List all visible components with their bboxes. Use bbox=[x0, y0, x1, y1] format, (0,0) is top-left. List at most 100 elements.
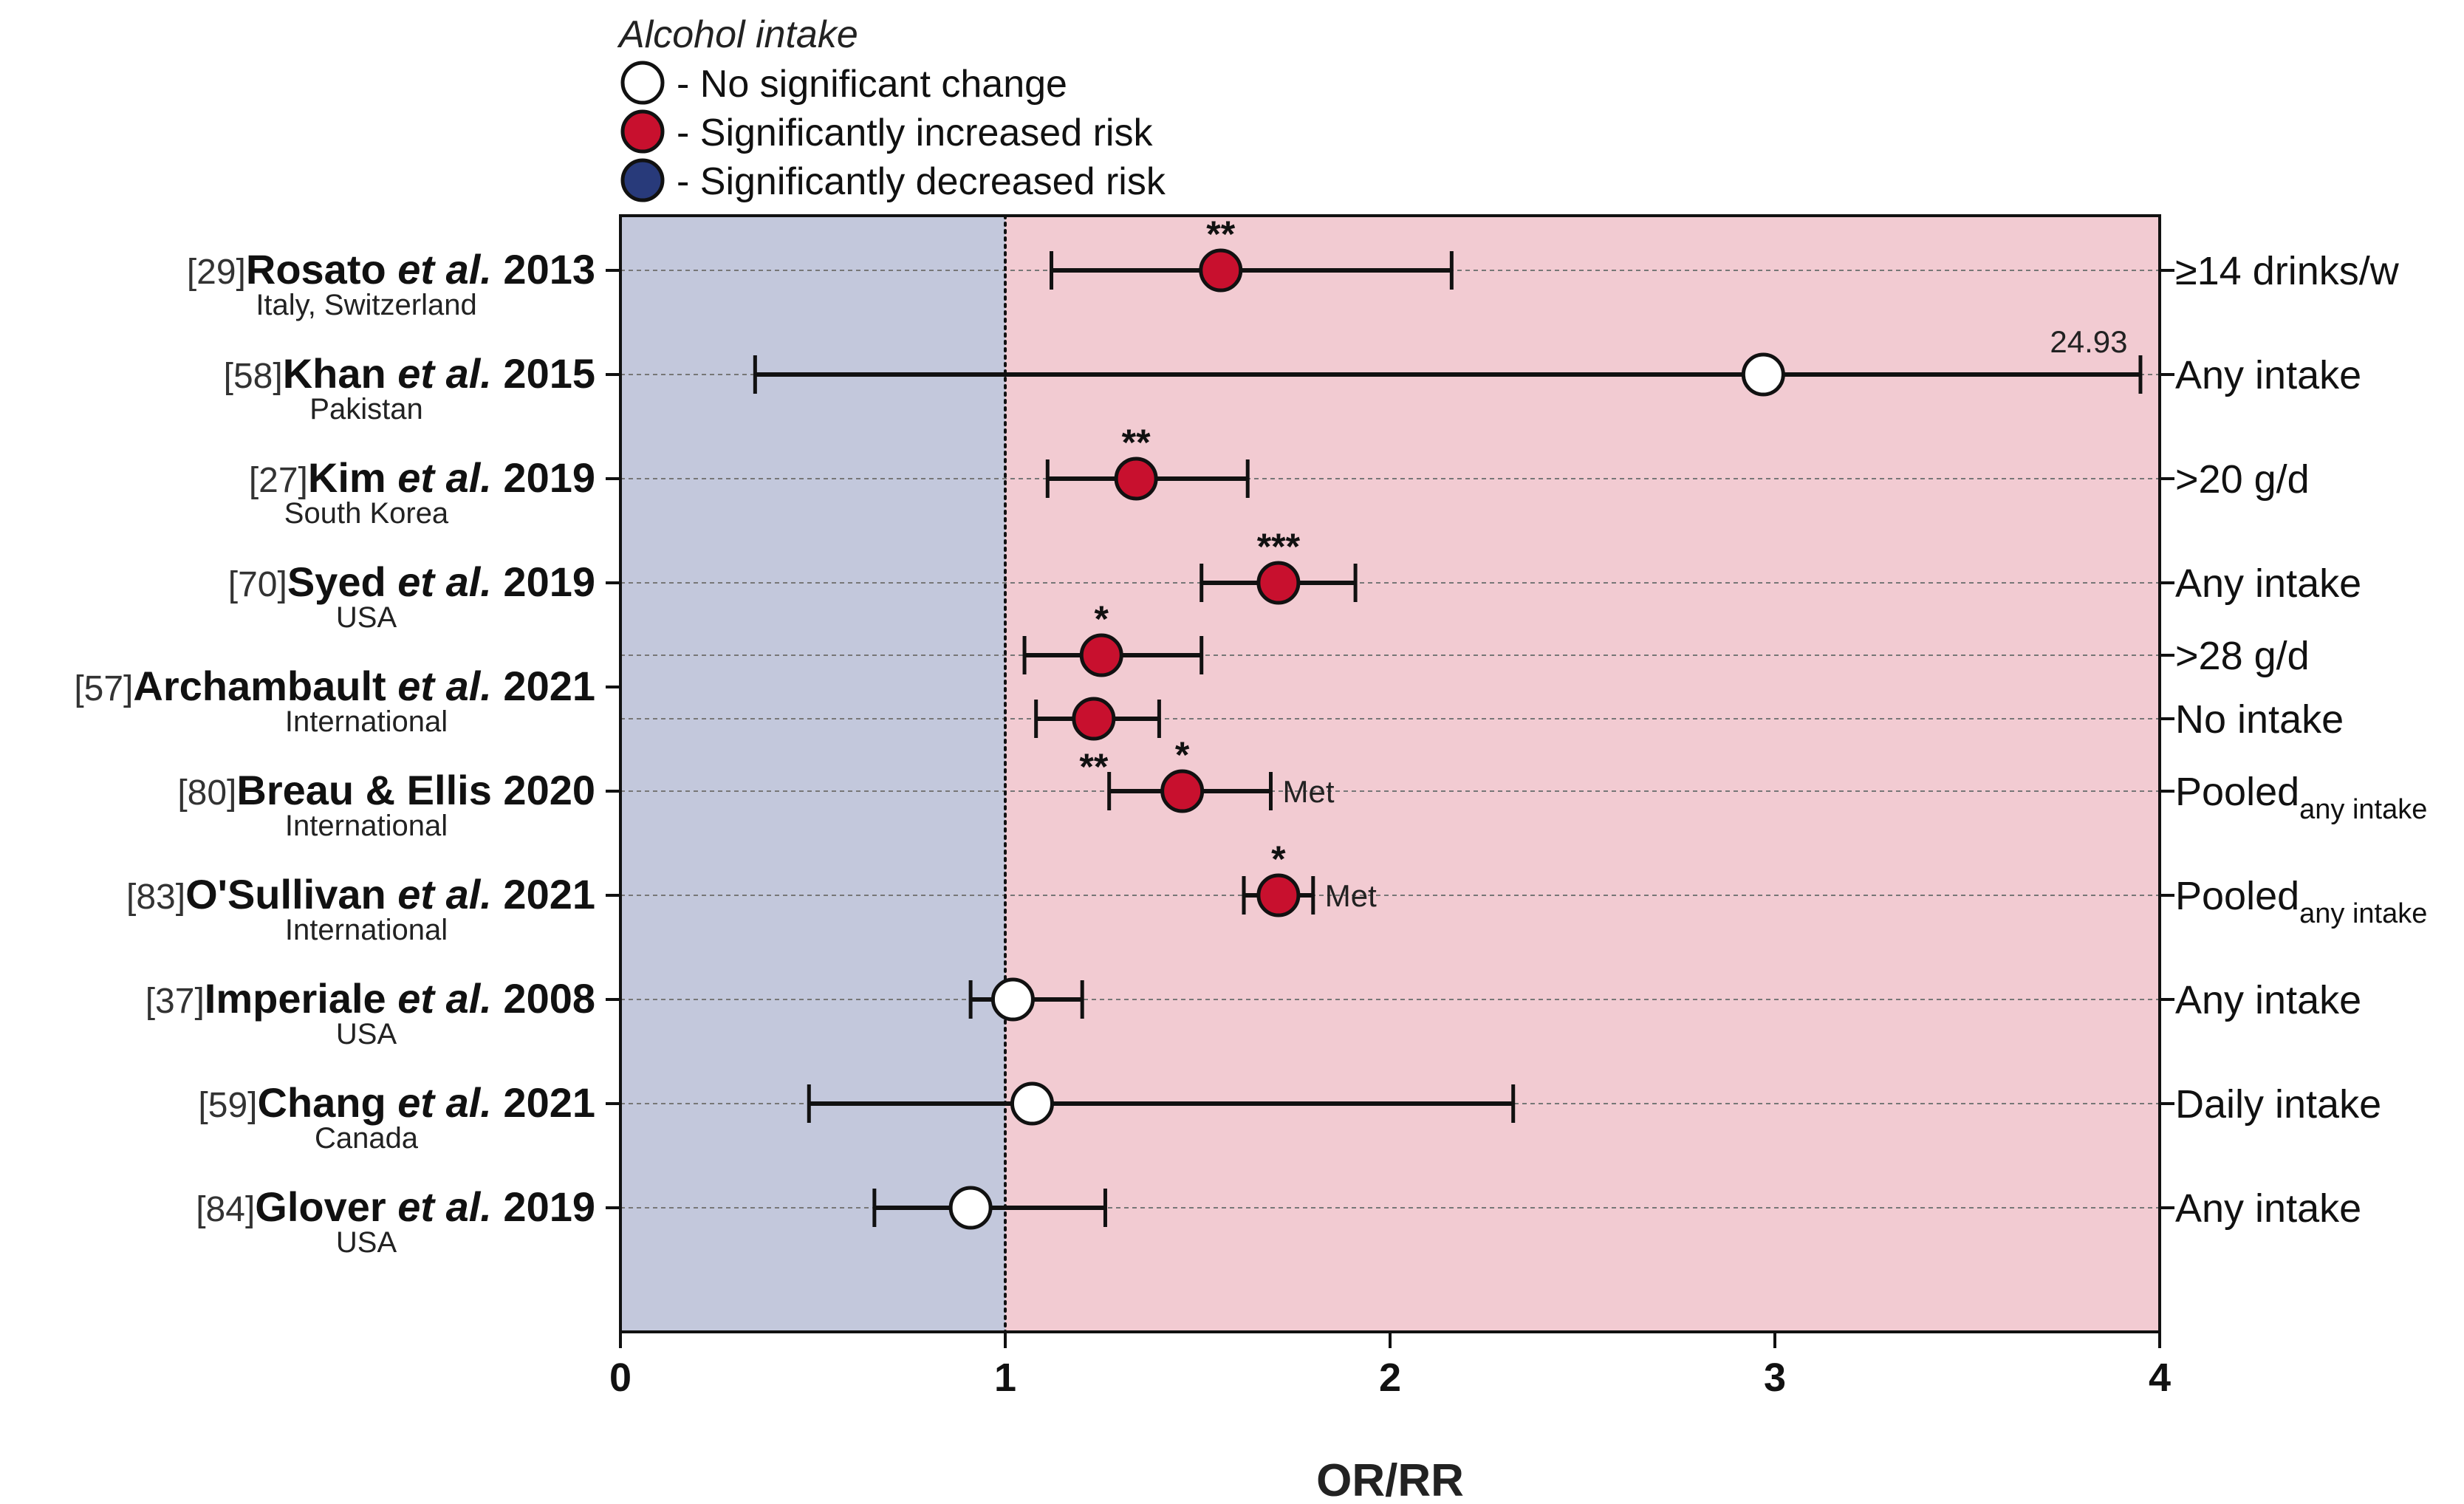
study-ref: [83] bbox=[126, 878, 185, 917]
study-space bbox=[492, 1079, 504, 1126]
study-author: Glover bbox=[255, 1183, 386, 1230]
study-author: Archambault bbox=[133, 663, 386, 709]
exposure-label: Daily intake bbox=[2175, 1082, 2381, 1127]
study-year: 2008 bbox=[503, 975, 595, 1022]
study-year: 2021 bbox=[503, 1079, 595, 1126]
study-year: 2019 bbox=[503, 558, 595, 605]
study-etal: et al. bbox=[386, 246, 492, 293]
exposure-text: Any intake bbox=[2175, 978, 2361, 1022]
exposure-text: Any intake bbox=[2175, 561, 2361, 606]
point-estimate bbox=[1256, 561, 1301, 605]
exposure-text: Pooled bbox=[2175, 770, 2299, 814]
study-year: 2020 bbox=[503, 767, 595, 813]
study-space bbox=[492, 767, 504, 813]
legend-marker-increased bbox=[620, 109, 665, 154]
point-estimate bbox=[1160, 769, 1205, 813]
study-space bbox=[492, 663, 504, 709]
met-note: Met bbox=[1282, 774, 1334, 809]
study-label: [84]Glover et al. 2019 bbox=[196, 1183, 595, 1230]
study-author: Khan bbox=[283, 350, 386, 397]
significance-stars: ** bbox=[1079, 746, 1108, 787]
significance-stars: * bbox=[1175, 734, 1190, 776]
exposure-label: Any intake bbox=[2175, 353, 2361, 397]
study-label: [59]Chang et al. 2021 bbox=[198, 1079, 595, 1126]
x-tick-label: 3 bbox=[1764, 1356, 1786, 1400]
study-space bbox=[492, 558, 504, 605]
exposure-text: Daily intake bbox=[2175, 1082, 2381, 1127]
study-ref: [84] bbox=[196, 1190, 255, 1229]
study-space bbox=[492, 1183, 504, 1230]
x-tick-label: 4 bbox=[2149, 1356, 2171, 1400]
study-etal: et al. bbox=[386, 663, 492, 709]
study-year: 2013 bbox=[503, 246, 595, 293]
legend-label-none: - No significant change bbox=[677, 63, 1067, 106]
study-ref: [29] bbox=[187, 253, 246, 292]
exposure-text: No intake bbox=[2175, 697, 2344, 742]
point-estimate bbox=[1079, 633, 1123, 677]
exposure-text: Any intake bbox=[2175, 1186, 2361, 1231]
point-estimate bbox=[948, 1186, 993, 1230]
study-space bbox=[492, 975, 504, 1022]
study-ref: [70] bbox=[228, 565, 287, 604]
study-space bbox=[492, 246, 504, 293]
point-estimate bbox=[1199, 248, 1243, 293]
study-author: Imperiale bbox=[205, 975, 386, 1022]
study-author: Rosato bbox=[246, 246, 386, 293]
study-ref: [27] bbox=[249, 461, 308, 500]
significance-stars: ** bbox=[1122, 422, 1151, 463]
study-etal: et al. bbox=[386, 1183, 492, 1230]
legend-label-increased: - Significantly increased risk bbox=[677, 112, 1153, 154]
study-author: Kim bbox=[308, 454, 386, 501]
study-region: South Korea bbox=[284, 497, 449, 530]
study-region: International bbox=[285, 705, 448, 738]
legend-marker-none bbox=[620, 61, 665, 105]
study-region: USA bbox=[336, 1018, 397, 1050]
study-year: 2015 bbox=[503, 350, 595, 397]
exposure-text: ≥14 drinks/w bbox=[2175, 249, 2400, 293]
study-label: [29]Rosato et al. 2013 bbox=[187, 246, 595, 293]
exposure-label: >28 g/d bbox=[2175, 634, 2310, 678]
study-etal: et al. bbox=[386, 558, 492, 605]
study-region: Canada bbox=[315, 1122, 419, 1155]
study-author: Syed bbox=[287, 558, 386, 605]
study-label: [27]Kim et al. 2019 bbox=[249, 454, 595, 501]
legend-label-decreased: - Significantly decreased risk bbox=[677, 160, 1166, 203]
exposure-label: >20 g/d bbox=[2175, 457, 2310, 502]
study-year: 2019 bbox=[503, 1183, 595, 1230]
study-ref: [80] bbox=[177, 773, 236, 813]
x-tick-label: 0 bbox=[609, 1356, 632, 1400]
point-estimate bbox=[1741, 352, 1785, 397]
exposure-label: No intake bbox=[2175, 697, 2344, 742]
x-tick-label: 2 bbox=[1379, 1356, 1401, 1400]
study-region: Pakistan bbox=[309, 393, 422, 425]
exposure-label: Any intake bbox=[2175, 561, 2361, 606]
point-estimate bbox=[1072, 697, 1116, 741]
exposure-label: Pooledany intake bbox=[2175, 874, 2427, 929]
study-region: USA bbox=[336, 601, 397, 634]
study-ref: [37] bbox=[146, 982, 205, 1021]
study-etal: et al. bbox=[386, 454, 492, 501]
study-space bbox=[492, 350, 504, 397]
x-axis-label: OR/RR bbox=[1316, 1455, 1464, 1500]
study-ref: [59] bbox=[198, 1086, 257, 1125]
study-etal: et al. bbox=[386, 350, 492, 397]
study-label: [70]Syed et al. 2019 bbox=[228, 558, 595, 605]
study-label: [58]Khan et al. 2015 bbox=[224, 350, 595, 397]
study-label: [57]Archambault et al. 2021 bbox=[74, 663, 595, 709]
exposure-label: Any intake bbox=[2175, 978, 2361, 1022]
study-space bbox=[492, 454, 504, 501]
study-region: International bbox=[285, 810, 448, 842]
significance-stars: *** bbox=[1257, 526, 1301, 567]
study-space bbox=[492, 871, 504, 917]
region-decreased bbox=[620, 216, 1005, 1332]
study-year: 2021 bbox=[503, 871, 595, 917]
exposure-text: Pooled bbox=[2175, 874, 2299, 918]
significance-stars: ** bbox=[1206, 213, 1235, 255]
study-ref: [57] bbox=[74, 669, 133, 708]
study-author: Breau & Ellis bbox=[236, 767, 491, 813]
study-year: 2021 bbox=[503, 663, 595, 709]
point-estimate bbox=[1010, 1081, 1054, 1126]
exposure-text: >28 g/d bbox=[2175, 634, 2310, 678]
